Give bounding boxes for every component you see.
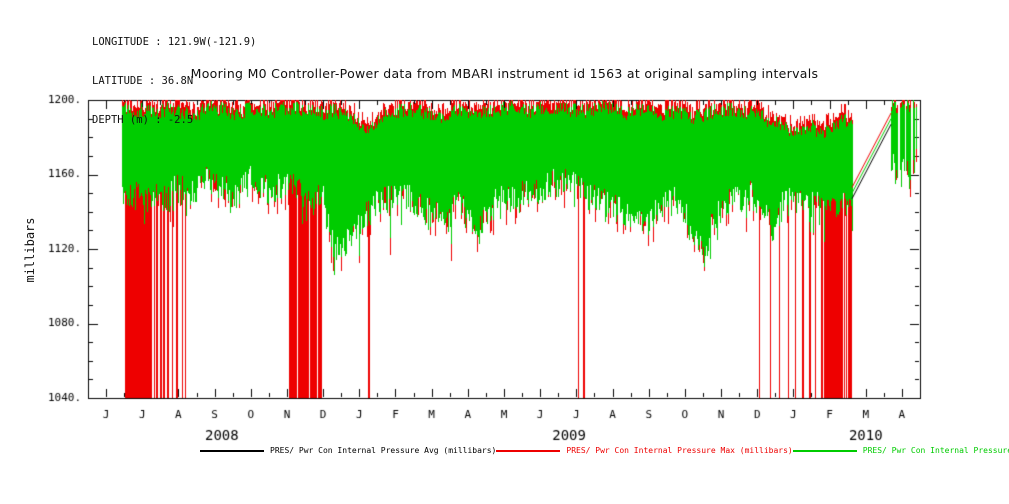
legend-item-min: PRES/ Pwr Con Internal Pressure Min (mil… <box>792 446 1009 455</box>
max-line-swatch <box>496 449 561 452</box>
legend-item-avg: PRES/ Pwr Con Internal Pressure Avg (mil… <box>200 446 496 455</box>
min-line-swatch <box>792 449 857 452</box>
latitude-label: LATITUDE : 36.8N <box>92 75 194 87</box>
depth-label: DEPTH (m) : -2.5 <box>92 114 194 126</box>
legend: PRES/ Pwr Con Internal Pressure Avg (mil… <box>200 446 1009 455</box>
legend-label-avg: PRES/ Pwr Con Internal Pressure Avg (mil… <box>270 446 497 455</box>
y-axis-label: millibars <box>23 217 37 283</box>
legend-item-max: PRES/ Pwr Con Internal Pressure Max (mil… <box>496 446 793 455</box>
legend-label-min: PRES/ Pwr Con Internal Pressure Min (mil… <box>862 446 1009 455</box>
chart-title: Mooring M0 Controller-Power data from MB… <box>190 66 819 81</box>
longitude-label: LONGITUDE : 121.9W(-121.9) <box>92 36 257 48</box>
header-block: LONGITUDE : 121.9W(-121.9) LATITUDE : 36… <box>92 10 256 153</box>
legend-label-max: PRES/ Pwr Con Internal Pressure Max (mil… <box>566 446 793 455</box>
avg-line-swatch <box>200 449 264 452</box>
